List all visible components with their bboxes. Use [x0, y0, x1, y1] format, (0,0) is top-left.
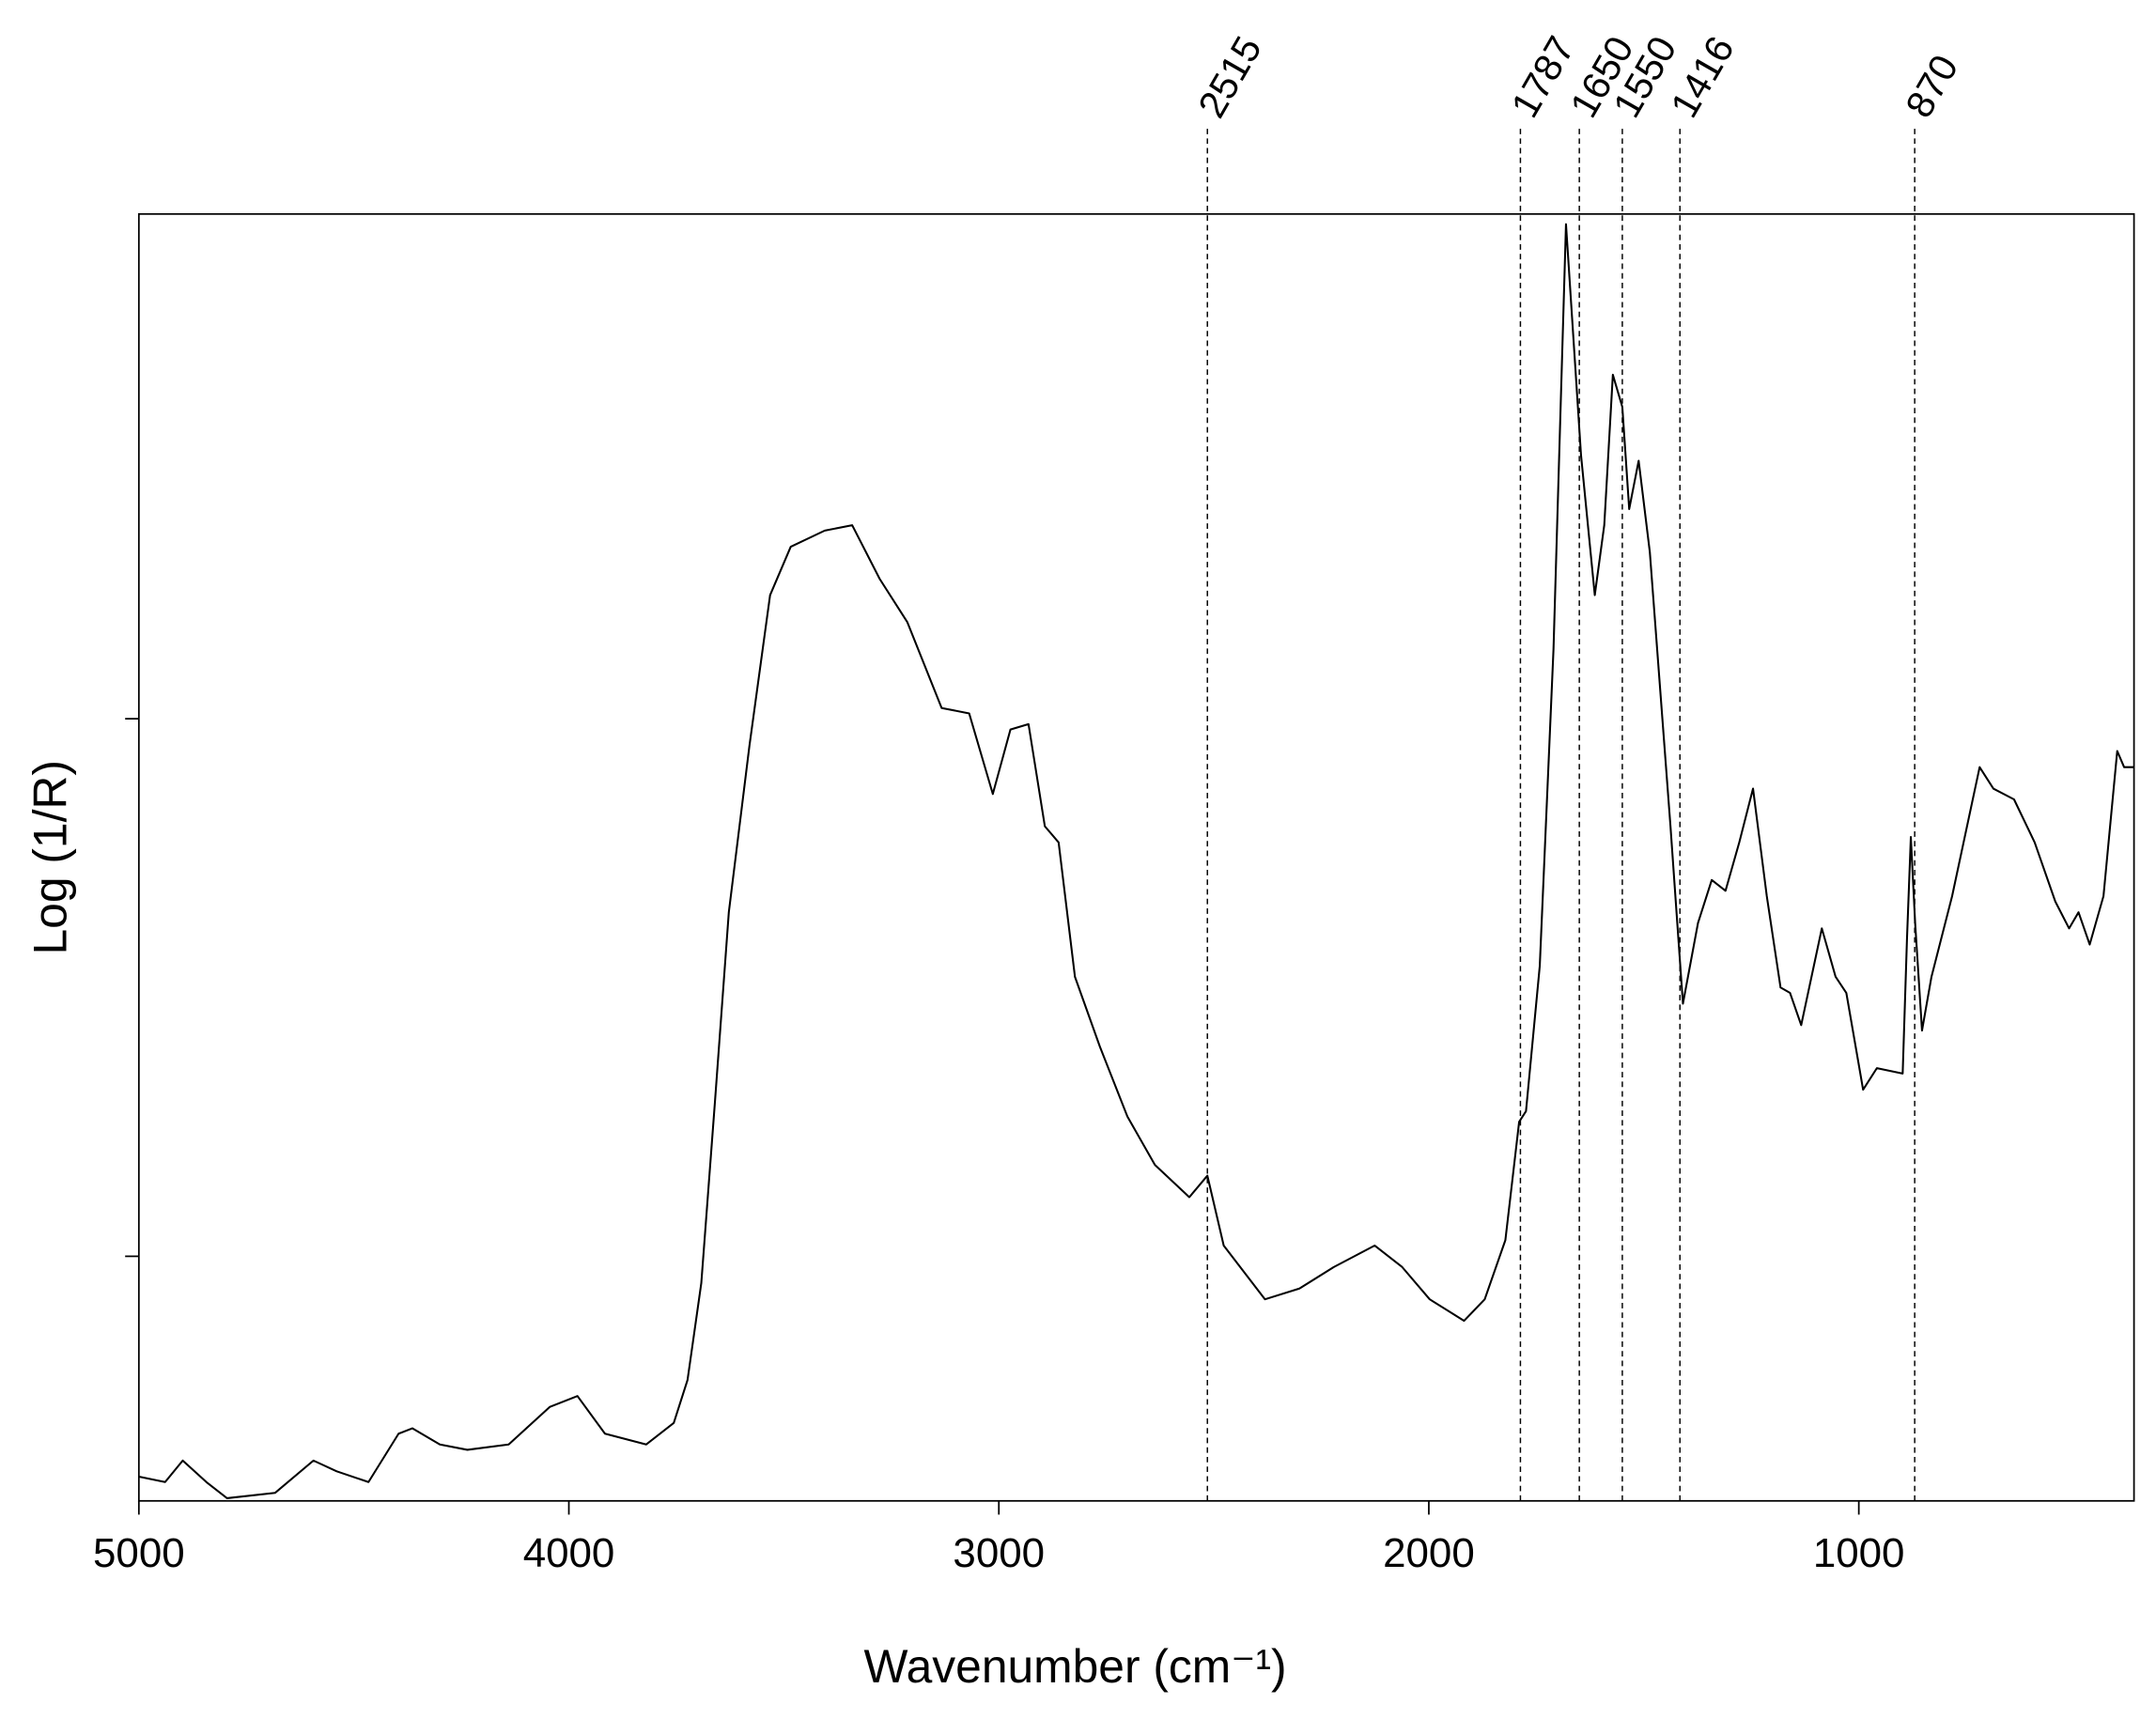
marker-label: 1787 [1503, 29, 1583, 125]
x-tick-label: 4000 [523, 1530, 615, 1576]
marker-label: 1416 [1662, 29, 1742, 125]
spectrum-line [138, 223, 2134, 1499]
plot-frame [137, 212, 2135, 1502]
marker-label: 870 [1897, 48, 1966, 125]
x-tick-label: 3000 [953, 1530, 1045, 1576]
y-axis-label: Log (1/R) [23, 760, 76, 954]
x-tick-label: 2000 [1383, 1530, 1475, 1576]
x-axis-label: Wavenumber (cm⁻¹) [864, 1640, 1287, 1693]
x-tick-label: 5000 [93, 1530, 185, 1576]
x-tick-label: 1000 [1813, 1530, 1905, 1576]
marker-label: 2515 [1189, 29, 1269, 125]
